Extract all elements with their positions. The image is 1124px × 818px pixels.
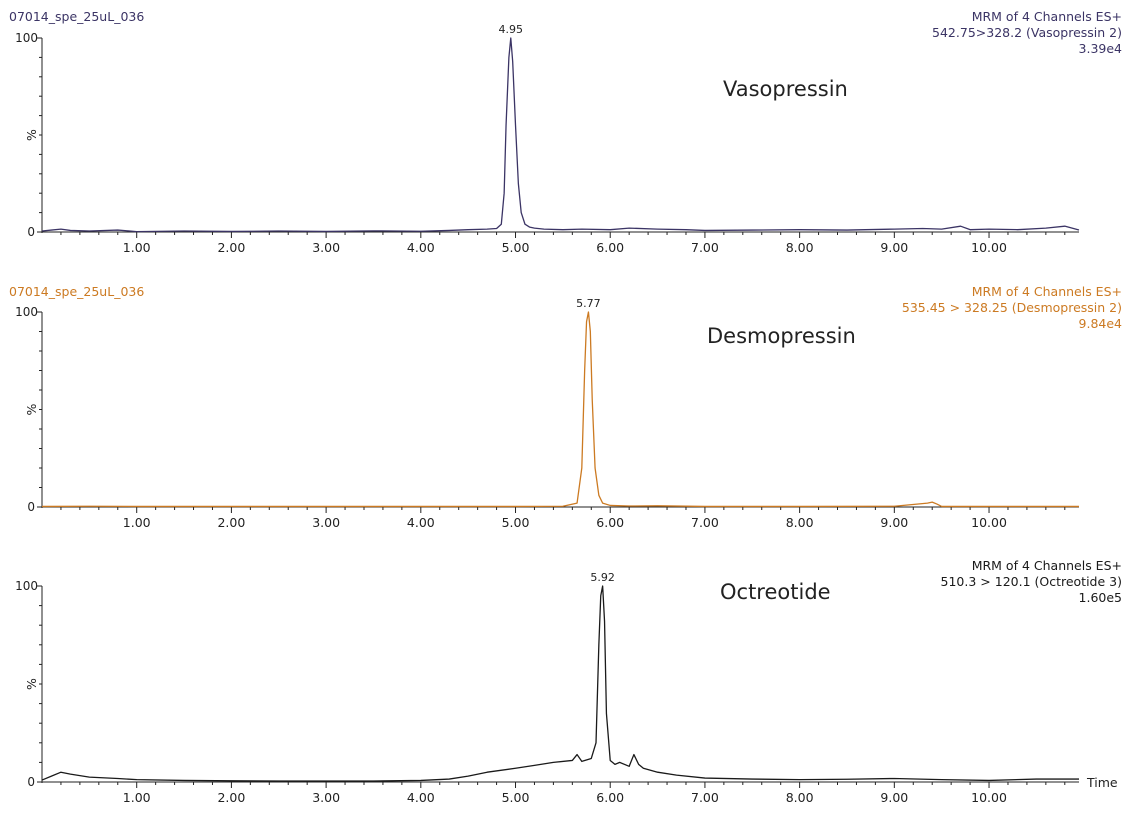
x-tick-label: 9.00 — [880, 240, 908, 255]
x-tick-label: 5.00 — [502, 240, 530, 255]
chromatogram-trace — [41, 585, 1079, 782]
y-tick-label: 0 — [27, 500, 35, 514]
x-tick-label: 7.00 — [691, 515, 719, 530]
header-line: 1.60e5 — [1079, 590, 1122, 605]
compound-label: Octreotide — [720, 580, 831, 604]
y-tick-label: 100 — [15, 31, 38, 45]
header-line: MRM of 4 Channels ES+ — [972, 9, 1122, 24]
x-tick-label: 10.00 — [971, 240, 1007, 255]
x-tick-label: 1.00 — [123, 790, 151, 805]
header-line: 3.39e4 — [1079, 41, 1123, 56]
compound-label: Desmopressin — [707, 324, 856, 348]
x-tick-label: 2.00 — [217, 790, 245, 805]
x-tick-label: 10.00 — [971, 515, 1007, 530]
compound-label: Vasopressin — [723, 77, 848, 101]
x-tick-label: 5.00 — [502, 790, 530, 805]
x-tick-label: 6.00 — [596, 515, 624, 530]
x-tick-label: 3.00 — [312, 790, 340, 805]
header-line: 542.75>328.2 (Vasopressin 2) — [932, 25, 1122, 40]
x-tick-label: 10.00 — [971, 790, 1007, 805]
chromatogram-panel-octreotide: MRM of 4 Channels ES+510.3 > 120.1 (Octr… — [15, 558, 1122, 805]
x-tick-label: 4.00 — [407, 515, 435, 530]
sample-name: 07014_spe_25uL_036 — [9, 9, 144, 24]
x-tick-label: 7.00 — [691, 240, 719, 255]
header-line: MRM of 4 Channels ES+ — [972, 558, 1122, 573]
x-tick-label: 5.00 — [502, 515, 530, 530]
x-tick-label: 3.00 — [312, 515, 340, 530]
y-tick-label: 100 — [15, 305, 38, 319]
x-tick-label: 3.00 — [312, 240, 340, 255]
x-tick-label: 8.00 — [786, 240, 814, 255]
chromatogram-panel-desmopressin: 07014_spe_25uL_036 MRM of 4 Channels ES+5… — [9, 284, 1122, 530]
chromatogram-trace — [41, 311, 1079, 508]
x-tick-label: 9.00 — [880, 515, 908, 530]
x-tick-label: 6.00 — [596, 790, 624, 805]
x-tick-label: 2.00 — [217, 240, 245, 255]
peak-label: 4.95 — [499, 23, 524, 36]
y-tick-label: 100 — [15, 579, 38, 593]
peak-label: 5.92 — [590, 571, 615, 584]
x-tick-label: 8.00 — [786, 790, 814, 805]
x-tick-label: 9.00 — [880, 790, 908, 805]
y-tick-label: 0 — [27, 225, 35, 239]
x-tick-label: 6.00 — [596, 240, 624, 255]
x-tick-label: 7.00 — [691, 790, 719, 805]
x-tick-label: 1.00 — [123, 240, 151, 255]
y-tick-label: 0 — [27, 775, 35, 789]
x-tick-label: 1.00 — [123, 515, 151, 530]
x-tick-label: 4.00 — [407, 240, 435, 255]
x-tick-label: 8.00 — [786, 515, 814, 530]
chromatogram-panel-vasopressin: 07014_spe_25uL_036 MRM of 4 Channels ES+5… — [9, 9, 1122, 255]
peak-label: 5.77 — [576, 297, 601, 310]
chromatogram-trace — [41, 37, 1080, 233]
x-tick-label: 4.00 — [407, 790, 435, 805]
y-axis-label: % — [24, 129, 39, 141]
y-axis-label: % — [24, 403, 39, 415]
y-axis-label: % — [24, 678, 39, 690]
header-line: MRM of 4 Channels ES+ — [972, 284, 1122, 299]
header-line: 9.84e4 — [1079, 316, 1123, 331]
header-line: 510.3 > 120.1 (Octreotide 3) — [941, 574, 1122, 589]
sample-name: 07014_spe_25uL_036 — [9, 284, 144, 299]
x-axis-label: Time — [1086, 775, 1118, 790]
x-tick-label: 2.00 — [217, 515, 245, 530]
header-line: 535.45 > 328.25 (Desmopressin 2) — [902, 300, 1122, 315]
